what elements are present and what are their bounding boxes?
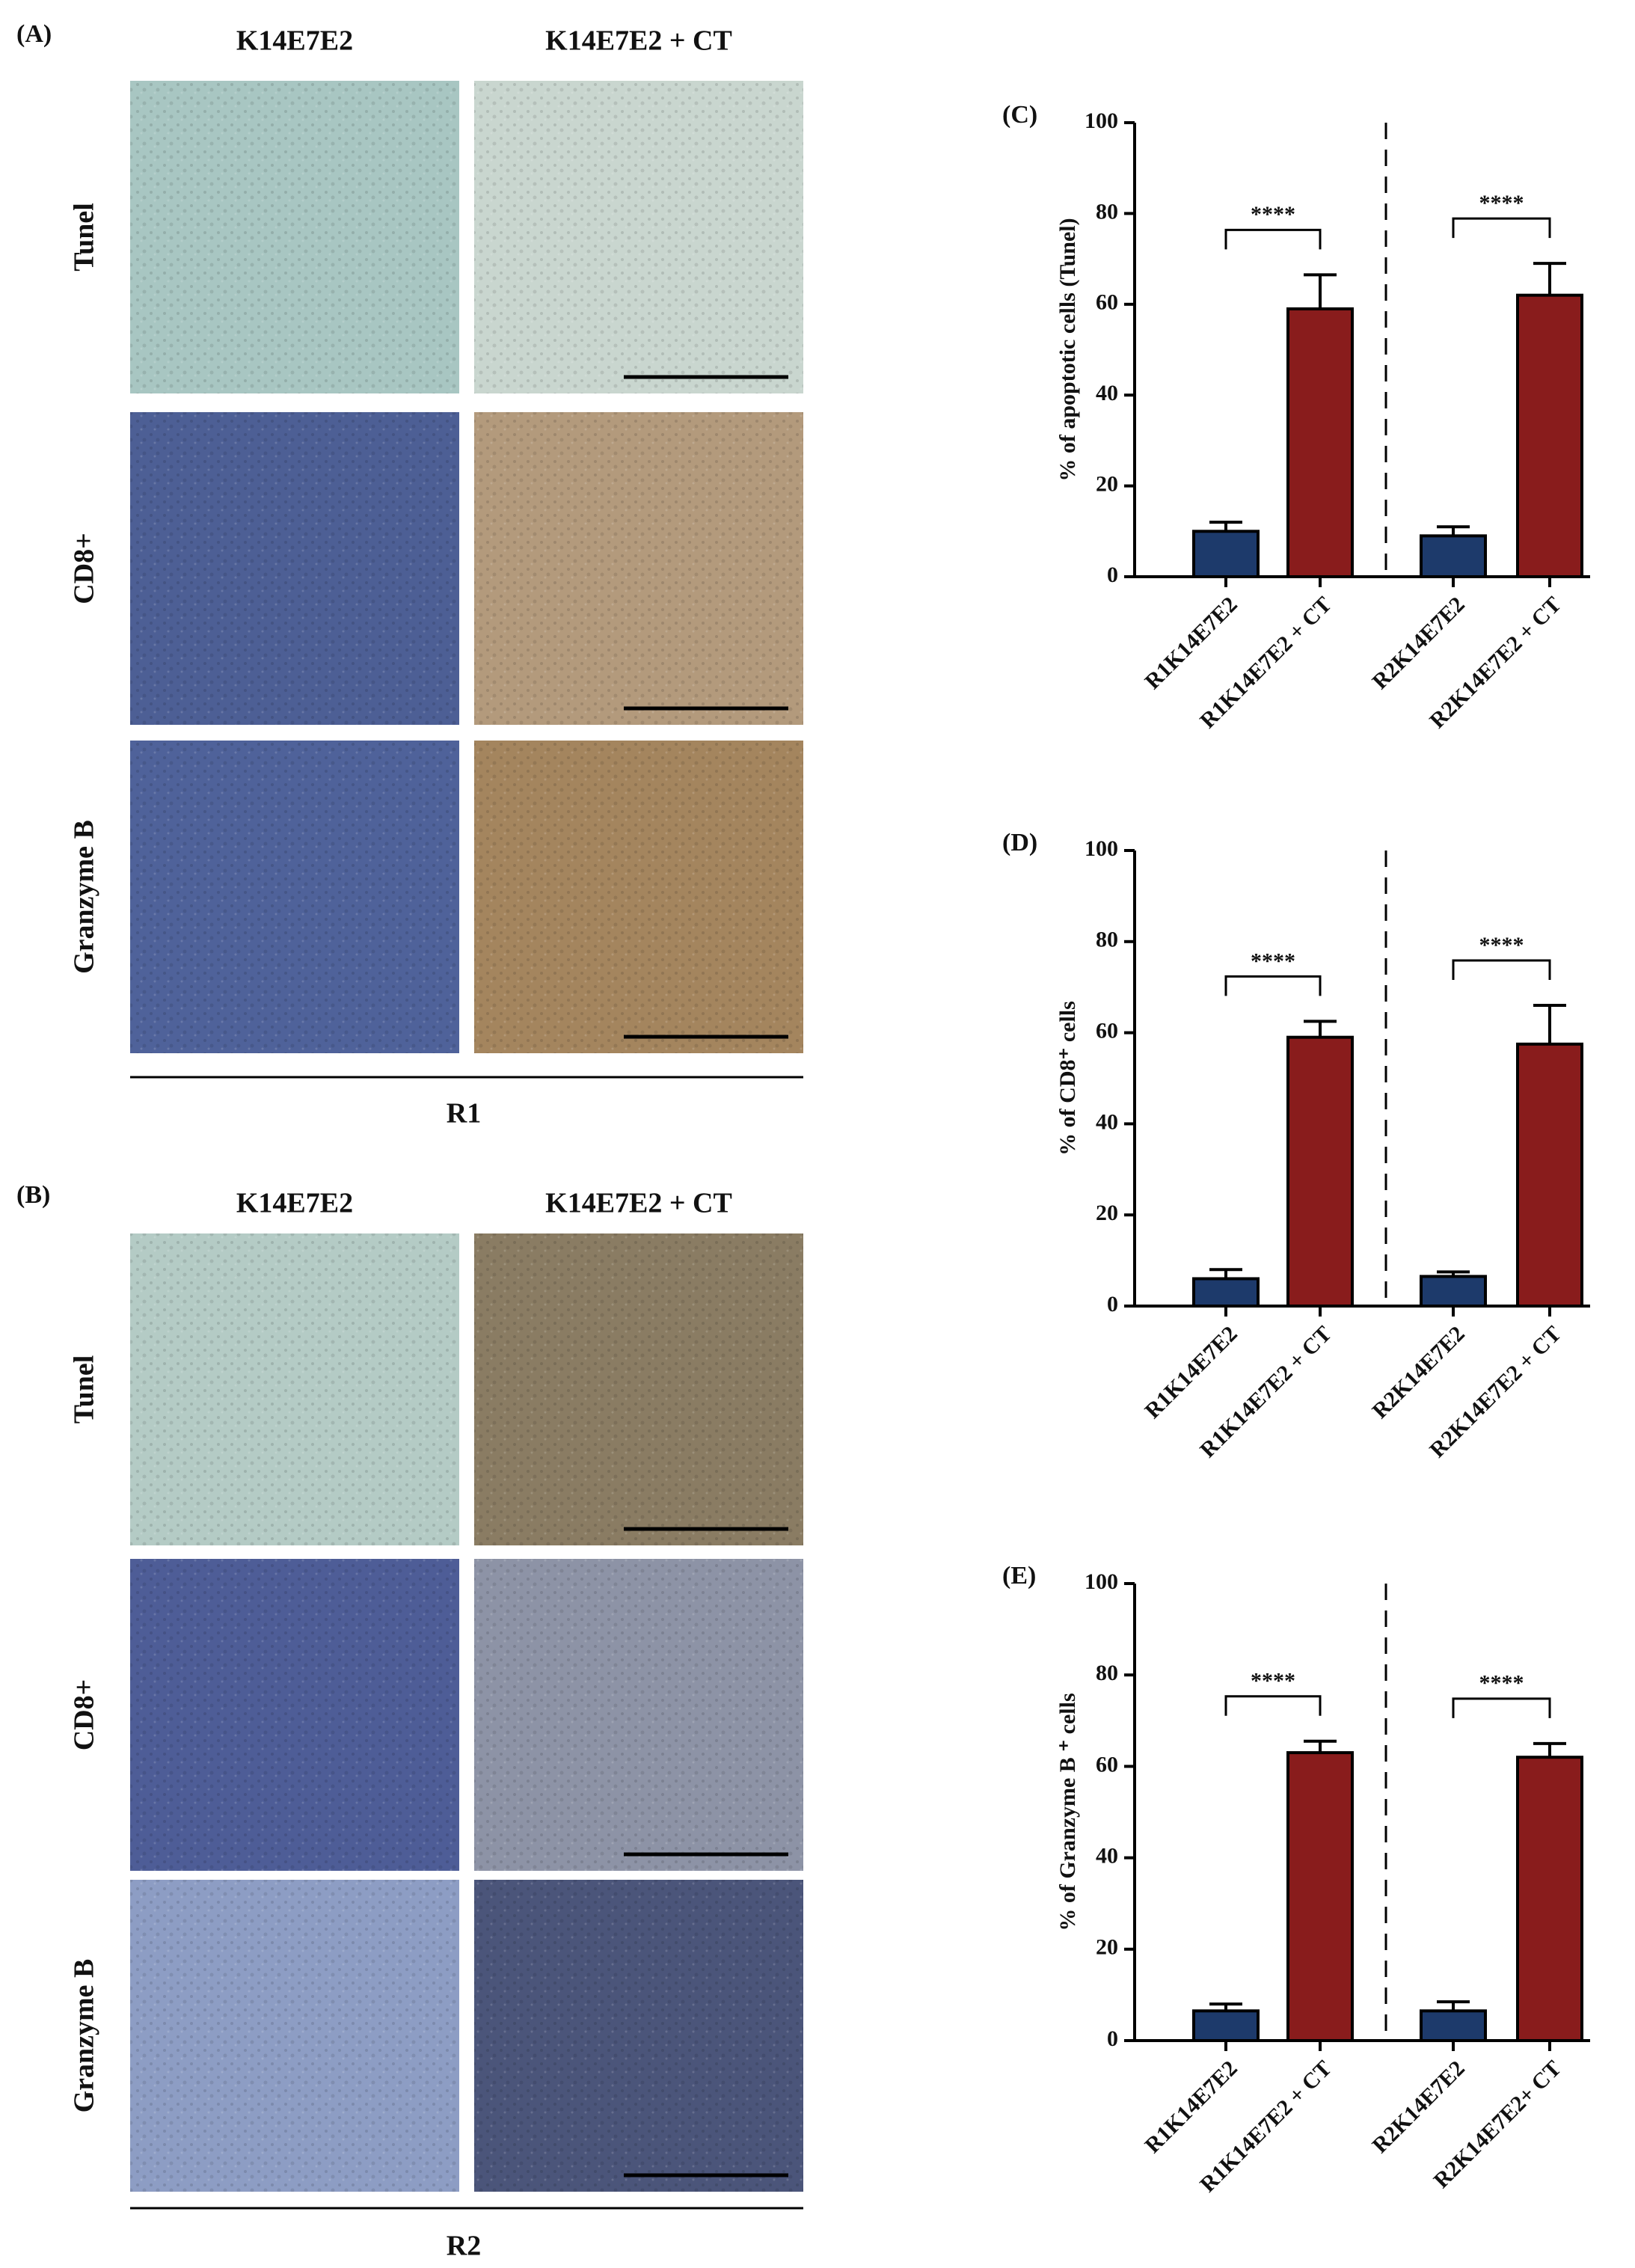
y-tick-label: 80 — [1096, 1661, 1118, 1685]
y-axis-label: % of apoptotic cells (Tunel) — [1055, 218, 1080, 481]
x-tick-label: R2K14E7E2 — [1367, 1321, 1469, 1423]
bar — [1192, 1277, 1260, 1308]
y-tick-label: 0 — [1107, 2026, 1118, 2051]
panel-label: (D) — [1002, 829, 1037, 856]
x-tick-label: R1K14E7E2 — [1140, 1321, 1242, 1423]
x-tick-label: R1K14E7E2 — [1140, 592, 1242, 693]
bar — [1516, 1756, 1583, 2042]
y-tick-label: 100 — [1085, 108, 1118, 133]
y-axis-label: % of CD8⁺ cells — [1055, 1001, 1080, 1156]
significance-label: **** — [1479, 1671, 1524, 1696]
significance-bracket — [1452, 1697, 1551, 1718]
group-label: R1 — [447, 1098, 481, 1130]
y-tick-label: 20 — [1096, 471, 1118, 496]
row-label: CD8+ — [69, 1679, 100, 1751]
bar — [1420, 1275, 1487, 1308]
micrograph-texture — [130, 1559, 459, 1871]
micrograph-texture — [474, 1880, 803, 2192]
x-tick-label: R2K14E7E2 — [1367, 592, 1469, 693]
micrograph-texture — [474, 81, 803, 393]
y-tick-label: 40 — [1096, 1843, 1118, 1868]
significance-label: **** — [1479, 191, 1524, 215]
micrograph-texture — [130, 81, 459, 393]
y-tick-label: 80 — [1096, 199, 1118, 224]
significance-bracket — [1224, 228, 1322, 250]
y-tick-label: 0 — [1107, 563, 1118, 587]
micrograph-texture — [474, 1559, 803, 1871]
panel-label: (A) — [16, 20, 52, 48]
row-label: Tunel — [69, 203, 100, 272]
y-tick-label: 0 — [1107, 1292, 1118, 1317]
panel-label: (E) — [1002, 1562, 1036, 1590]
y-axis-label: % of Granzyme B ⁺ cells — [1055, 1693, 1080, 1931]
bar — [1516, 293, 1583, 578]
column-header: K14E7E2 — [236, 25, 353, 57]
bar — [1192, 2009, 1260, 2042]
significance-label: **** — [1251, 948, 1295, 973]
row-label: CD8+ — [69, 533, 100, 604]
row-label: Tunel — [69, 1355, 100, 1424]
micrograph-texture — [474, 741, 803, 1053]
micrograph-texture — [130, 1233, 459, 1545]
x-tick-label: R1K14E7E2 — [1140, 2056, 1242, 2157]
y-tick-label: 40 — [1096, 381, 1118, 405]
significance-bracket — [1452, 959, 1551, 981]
significance-label: **** — [1251, 1669, 1295, 1694]
bar — [1192, 530, 1260, 578]
y-tick-label: 100 — [1085, 1569, 1118, 1594]
y-tick-label: 20 — [1096, 1935, 1118, 1960]
y-tick-label: 60 — [1096, 1018, 1118, 1043]
panel-label: (B) — [16, 1181, 50, 1209]
micrograph-texture — [130, 741, 459, 1053]
column-header: K14E7E2 — [236, 1188, 353, 1219]
bar — [1420, 2009, 1487, 2042]
row-label: Granzyme B — [69, 1959, 100, 2113]
significance-bracket — [1224, 975, 1322, 996]
y-tick-label: 20 — [1096, 1201, 1118, 1225]
group-label: R2 — [447, 2231, 481, 2262]
bar — [1420, 534, 1487, 578]
y-tick-label: 80 — [1096, 928, 1118, 952]
y-tick-label: 100 — [1085, 836, 1118, 861]
significance-bracket — [1224, 1695, 1322, 1716]
micrograph-texture — [474, 412, 803, 725]
bar — [1286, 307, 1354, 578]
column-header: K14E7E2 + CT — [545, 25, 732, 57]
bar — [1516, 1042, 1583, 1308]
bar — [1286, 1751, 1354, 2043]
significance-label: **** — [1251, 202, 1295, 227]
panel-label: (C) — [1002, 101, 1037, 129]
significance-label: **** — [1479, 933, 1524, 957]
y-tick-label: 60 — [1096, 1752, 1118, 1777]
y-tick-label: 60 — [1096, 290, 1118, 315]
row-label: Granzyme B — [69, 820, 100, 974]
micrograph-texture — [474, 1233, 803, 1545]
column-header: K14E7E2 + CT — [545, 1188, 732, 1219]
y-tick-label: 40 — [1096, 1109, 1118, 1134]
micrograph-texture — [130, 412, 459, 725]
x-tick-label: R2K14E7E2 — [1367, 2056, 1469, 2157]
significance-bracket — [1452, 217, 1551, 239]
micrograph-texture — [130, 1880, 459, 2192]
bar — [1286, 1035, 1354, 1308]
